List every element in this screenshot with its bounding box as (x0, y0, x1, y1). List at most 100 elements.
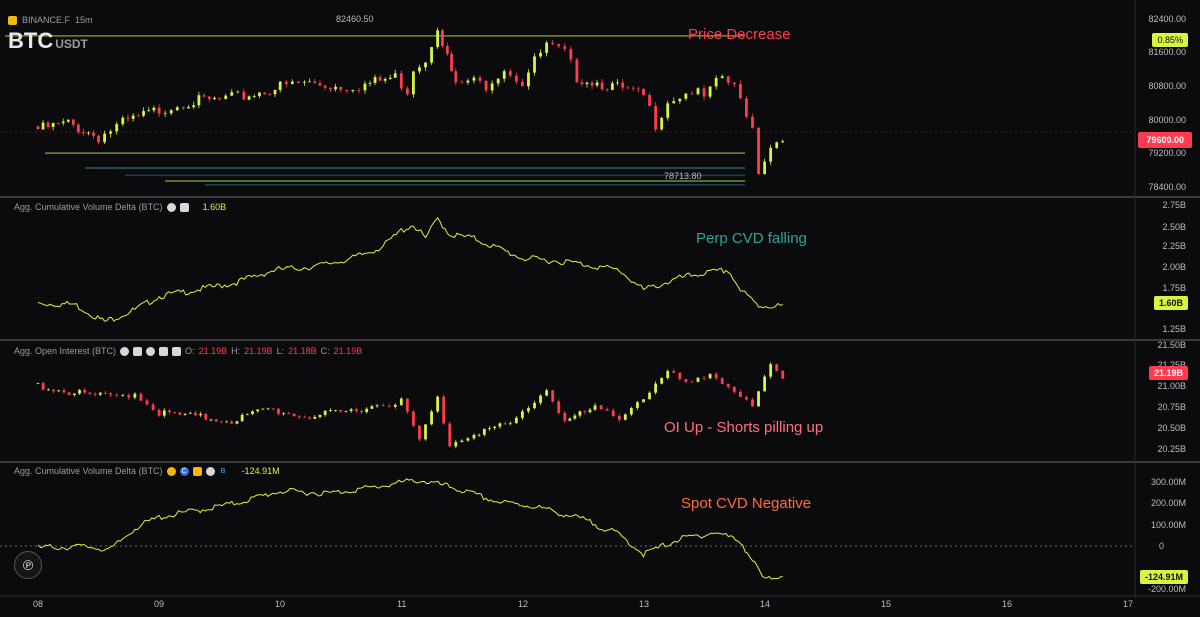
candle (46, 122, 50, 127)
candle (104, 392, 107, 394)
binance-icon (166, 202, 176, 212)
candle (580, 82, 584, 85)
candle (573, 415, 577, 419)
candle (450, 53, 453, 72)
cvd-spot-title: Agg. Cumulative Volume Delta (BTC) (14, 466, 163, 476)
candle (187, 107, 190, 109)
candle (381, 405, 385, 407)
oi-title: Agg. Open Interest (BTC) (14, 346, 117, 356)
x-axis-label: 12 (518, 599, 529, 609)
interval-label[interactable]: 15m (75, 15, 93, 25)
candle (593, 405, 597, 410)
cvd-spot-axis-label: 0 (1158, 541, 1164, 551)
oi-open-value: 21.19B (198, 346, 228, 356)
candle (163, 113, 167, 115)
candle (636, 88, 640, 90)
cvd-spot-value: -124.91M (241, 466, 280, 476)
candle (514, 75, 518, 82)
candle (460, 440, 464, 443)
candle (583, 411, 587, 413)
candle (629, 407, 633, 415)
candle (245, 414, 249, 415)
candle (781, 370, 785, 379)
annotation-perp-cvd: Perp CVD falling (696, 230, 807, 247)
candle (648, 95, 651, 106)
candle (508, 71, 512, 76)
exchange-icon (179, 202, 189, 212)
candle (732, 82, 736, 85)
candle (690, 381, 694, 383)
candle (115, 394, 119, 396)
candle (121, 395, 125, 396)
candle (569, 49, 573, 60)
candle (115, 124, 119, 132)
candle (642, 399, 645, 403)
x-axis-label: 14 (760, 599, 771, 609)
candle (173, 412, 177, 413)
candle (769, 147, 773, 162)
candle (738, 84, 742, 99)
candle (97, 135, 100, 143)
candle (318, 83, 322, 86)
cvd-perp-title: Agg. Cumulative Volume Delta (BTC) (14, 202, 163, 212)
x-axis-label: 17 (1123, 599, 1134, 609)
candle (430, 47, 433, 63)
cvd-perp-header[interactable]: Agg. Cumulative Volume Delta (BTC) 1.60B (14, 202, 226, 212)
candle (490, 83, 494, 91)
candle (169, 110, 173, 114)
candle (405, 88, 409, 95)
candle (563, 412, 567, 421)
candle (412, 71, 415, 95)
candle (181, 107, 185, 109)
oi-high-value: 21.19B (244, 346, 273, 356)
annotation-oi: OI Up - Shorts pilling up (664, 419, 824, 436)
x-axis-label: 15 (881, 599, 892, 609)
candle (133, 393, 137, 398)
candle (551, 390, 555, 402)
cvd-spot-axis-label: 100.00M (1150, 520, 1186, 530)
candle (368, 82, 372, 84)
candle (714, 373, 718, 379)
candle (702, 88, 706, 97)
cvd-spot-header[interactable]: Agg. Cumulative Volume Delta (BTC) C B -… (14, 466, 280, 476)
candle (93, 393, 97, 395)
x-axis-label: 08 (33, 599, 44, 609)
candle (240, 414, 244, 422)
candle (109, 393, 113, 395)
candle (399, 398, 403, 405)
candle (328, 410, 332, 411)
candle (214, 419, 218, 422)
candle (436, 30, 440, 48)
price-axis-label: 80000.00 (1148, 115, 1186, 125)
candle (142, 111, 145, 116)
cvd-line (37, 216, 783, 322)
cvd-spot-current-tag: -124.91M (1139, 570, 1188, 584)
cvd-perp-axis-label: 2.50B (1162, 222, 1186, 232)
candle (533, 56, 536, 73)
candle (263, 92, 267, 95)
candle (51, 122, 55, 127)
annotation-price: Price Decrease (688, 26, 791, 43)
candle (466, 438, 470, 441)
cvd-perp-axis-label: 1.75B (1162, 283, 1186, 293)
binance-icon (166, 466, 176, 476)
candle (258, 92, 261, 97)
candle (418, 425, 421, 440)
candle (696, 377, 700, 382)
candle (611, 410, 615, 416)
candle (763, 376, 766, 392)
price-axis-label: 82400.00 (1148, 14, 1186, 24)
candle (168, 410, 171, 413)
candle (585, 82, 589, 85)
oi-header[interactable]: Agg. Open Interest (BTC) O: 21.19B H: 21.1… (14, 346, 362, 356)
candle (334, 409, 337, 411)
candle (600, 82, 604, 90)
candle (472, 434, 476, 439)
tradingview-icon[interactable]: ℗ (14, 551, 42, 579)
candle (502, 71, 506, 79)
symbol-header[interactable]: BINANCE.F 15m BTC USDT (8, 15, 93, 54)
candle (714, 78, 718, 87)
candle (617, 415, 621, 420)
candle (666, 103, 670, 118)
